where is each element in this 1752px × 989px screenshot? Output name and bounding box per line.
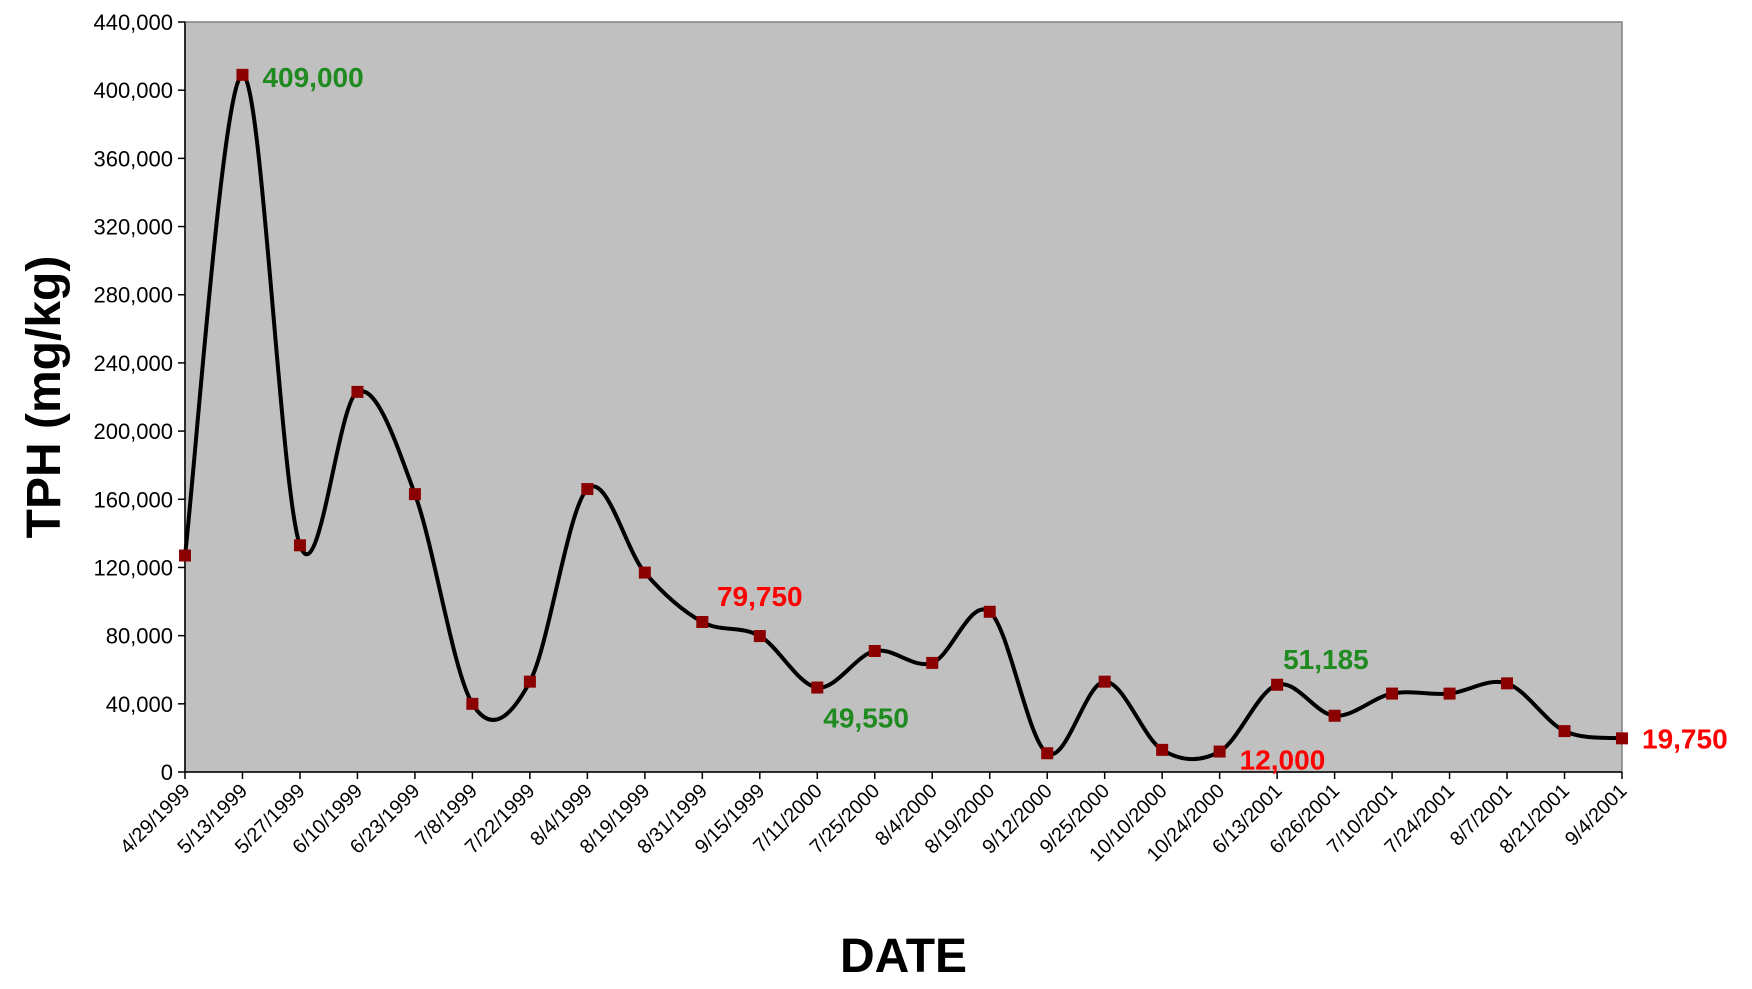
data-point-marker [868,644,881,657]
data-point-marker [179,549,191,562]
data-point-marker [1271,678,1284,691]
data-point-marker [926,656,939,669]
y-tick-label: 400,000 [93,78,173,103]
y-tick-label: 80,000 [106,624,173,649]
y-axis-title: TPH (mg/kg) [18,256,71,539]
data-point-marker [1328,709,1341,722]
data-point-marker [983,605,996,618]
data-label: 409,000 [262,62,363,93]
y-tick-label: 40,000 [106,692,173,717]
data-label: 79,750 [717,581,803,612]
data-point-marker [466,697,479,710]
y-tick-label: 120,000 [93,555,173,580]
data-point-marker [753,630,766,643]
data-point-marker [1213,745,1226,758]
y-tick-label: 200,000 [93,419,173,444]
data-point-marker [1501,677,1514,690]
y-axis: 0 40,000 80,000 120,000 160,000 200,000 240,00… [93,10,186,785]
series-line [183,72,1623,762]
data-point-marker [1443,687,1456,700]
data-point-marker [638,566,651,579]
y-tick-label: 280,000 [93,283,173,308]
data-point-marker [293,539,306,552]
data-point-marker [1558,725,1571,738]
data-label: 19,750 [1642,723,1728,754]
data-point-marker [1041,747,1054,760]
data-point-marker [1156,743,1169,756]
plot-area [184,21,1623,773]
data-labels: 409,000 79,750 49,550 12,000 51,185 19,750 [262,62,1727,776]
data-point-marker [523,675,536,688]
data-point-marker [1386,687,1399,700]
data-markers [179,68,1628,760]
data-label: 49,550 [823,703,909,734]
y-tick-label: 0 [161,760,173,785]
x-axis: 4/29/19995/13/19995/27/19996/10/19996/23… [116,771,1632,866]
data-label: 51,185 [1283,644,1369,675]
y-tick-label: 360,000 [93,146,173,171]
y-tick-label: 160,000 [93,487,173,512]
data-point-marker [236,68,249,81]
x-tick-label: 9/4/2001 [1561,780,1632,851]
data-point-marker [408,488,421,501]
data-label: 12,000 [1240,745,1326,776]
data-point-marker [1098,675,1111,688]
data-point-marker [1616,732,1628,745]
y-tick-label: 240,000 [93,351,173,376]
y-tick-label: 320,000 [93,215,173,240]
data-point-marker [351,385,364,398]
y-tick-label: 440,000 [93,10,173,35]
data-point-marker [811,681,824,694]
data-point-marker [581,483,594,496]
x-axis-title: DATE [840,930,967,983]
data-point-marker [696,616,709,628]
